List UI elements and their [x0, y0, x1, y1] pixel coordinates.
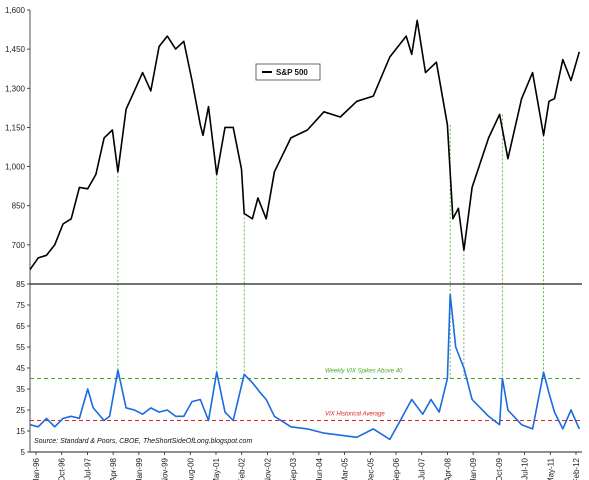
x-tick-label: Oct-96 — [58, 457, 67, 480]
x-tick-label: Apr-98 — [109, 457, 118, 480]
x-tick-label: Apr-08 — [443, 457, 452, 480]
x-tick-label: Oct-09 — [495, 457, 504, 480]
sp500-y-tick-label: 700 — [12, 241, 26, 250]
vix-y-tick-label: 85 — [16, 280, 25, 289]
x-tick-label: Jul-10 — [521, 457, 530, 479]
x-tick-label: May-01 — [212, 457, 221, 480]
x-tick-label: Feb-12 — [572, 457, 581, 480]
vix-y-tick-label: 55 — [16, 343, 25, 352]
vix-panel: 5 15 25 35 45 55 65 75 85 Weekly VIX Spikes Abov… — [16, 280, 582, 480]
x-tick-label: Jul-97 — [83, 457, 92, 479]
x-tick-label: Feb-02 — [238, 457, 247, 480]
sp500-y-ticks: 700 850 1,000 1,150 1,300 1,450 1,600 — [5, 6, 31, 284]
x-tick-label: May-11 — [546, 457, 555, 480]
x-tick-label: Sep-06 — [392, 457, 401, 480]
spike-threshold-label: Weekly VIX Spikes Above 40 — [325, 369, 403, 375]
legend-box — [255, 63, 321, 81]
vix-y-tick-label: 25 — [16, 406, 25, 415]
sp500-panel: 700 850 1,000 1,150 1,300 1,450 1,600 S&P 500 — [5, 6, 581, 379]
x-tick-label: Jan-96 — [32, 457, 41, 480]
sp500-line — [29, 19, 581, 271]
x-tick-label: Jan-09 — [469, 457, 478, 480]
x-tick-label: Jun-04 — [315, 457, 324, 480]
vix-y-tick-label: 5 — [21, 448, 26, 457]
x-tick-label: Dec-05 — [366, 457, 375, 480]
vix-y-tick-label: 15 — [16, 427, 25, 436]
sp500-y-tick-label: 1,600 — [5, 6, 26, 15]
sp500-y-tick-label: 1,450 — [5, 45, 26, 54]
x-tick-label: Jan-99 — [135, 457, 144, 480]
x-tick-label: Mar-05 — [341, 457, 350, 480]
vix-y-tick-label: 45 — [16, 364, 25, 373]
vix-y-tick-label: 35 — [16, 385, 25, 394]
source-note: Source: Standard & Poors, CBOE, TheShort… — [34, 438, 252, 445]
sp500-legend: S&P 500 — [255, 63, 321, 81]
sp500-y-tick-label: 850 — [12, 202, 26, 211]
vix-y-tick-label: 65 — [16, 322, 25, 331]
sp500-y-tick-label: 1,000 — [5, 163, 26, 172]
historical-average-label: VIX Historical Average — [325, 412, 385, 418]
x-axis-ticks: Jan-96 Oct-96 Jul-97 Apr-98 Jan-99 Nov-99 Aug-… — [32, 452, 581, 480]
x-tick-label: Sep-03 — [289, 457, 298, 480]
spike-guides — [117, 114, 544, 379]
vix-y-ticks: 5 15 25 35 45 55 65 75 85 — [16, 280, 31, 457]
x-tick-label: Nov-02 — [263, 457, 272, 480]
x-tick-label: Aug-00 — [186, 457, 195, 480]
legend-label: S&P 500 — [276, 68, 308, 77]
vix-y-tick-label: 75 — [16, 301, 25, 310]
sp500-y-tick-label: 1,150 — [5, 123, 26, 132]
x-tick-label: Jul-07 — [418, 457, 427, 479]
x-tick-label: Nov-99 — [161, 457, 170, 480]
sp500-y-tick-label: 1,300 — [5, 84, 26, 93]
vix-line — [29, 293, 581, 441]
